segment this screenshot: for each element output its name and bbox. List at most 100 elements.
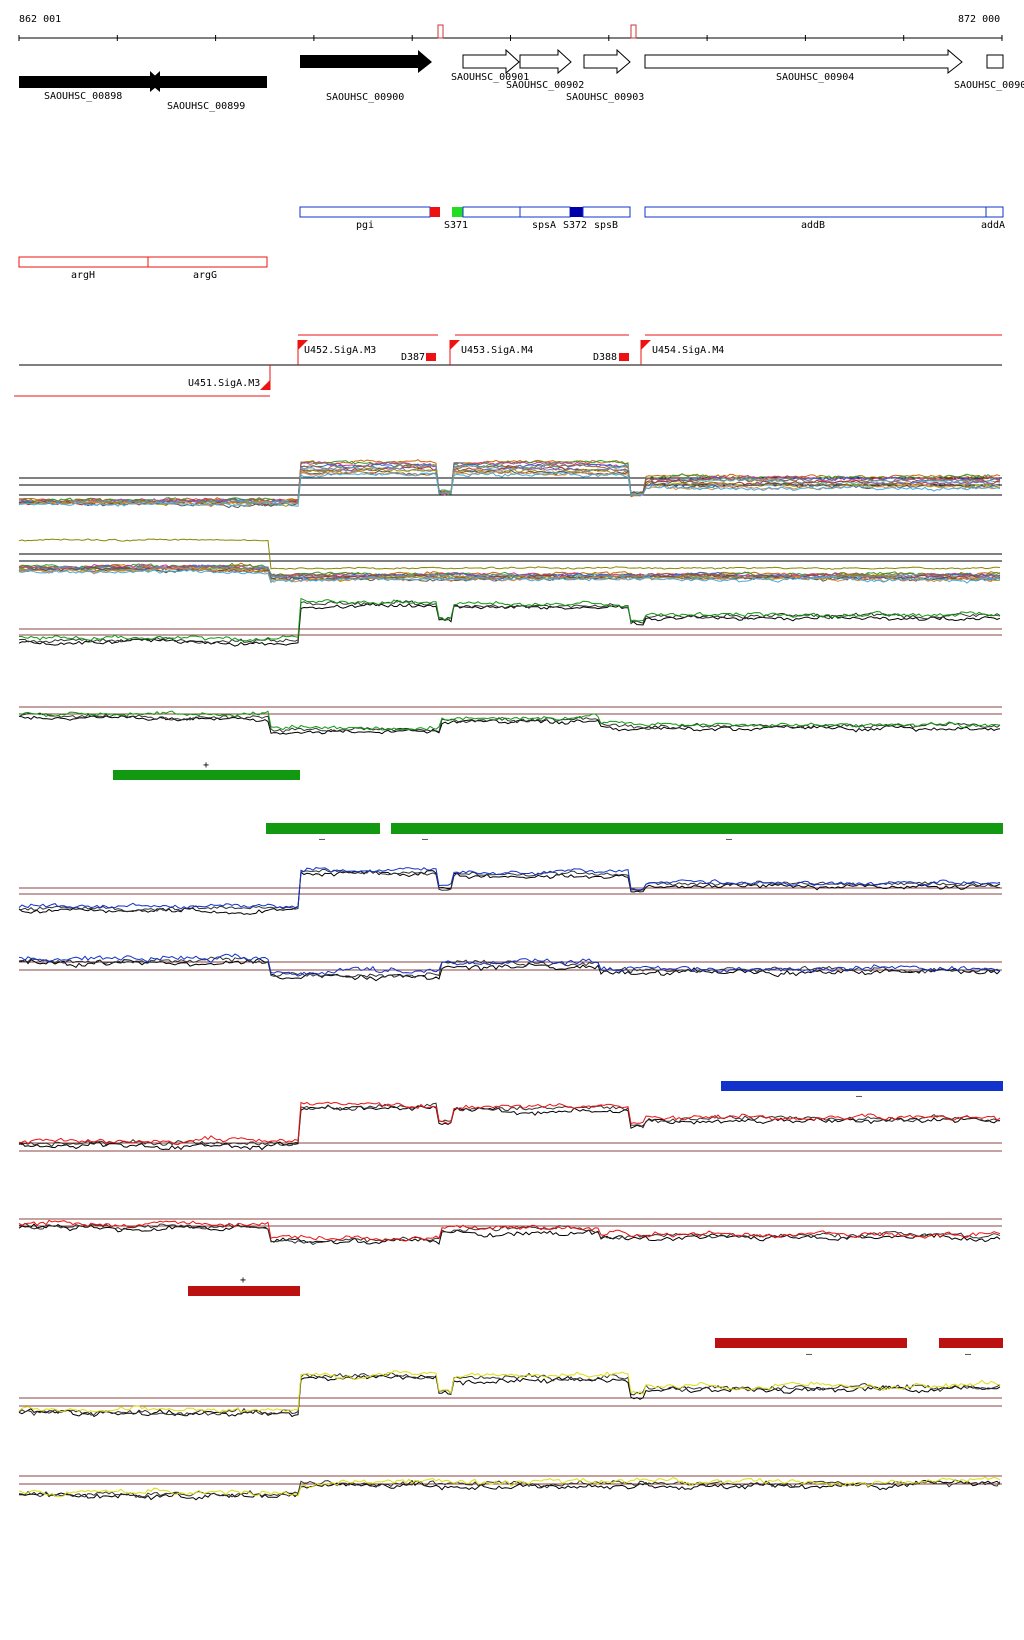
promoter-label: U451.SigA.M3 (188, 378, 260, 389)
green-profile-minus (18, 706, 1002, 735)
terminator-block[interactable] (426, 353, 436, 361)
profile-line (18, 1372, 1001, 1417)
annotation-track-red: argH argG (18, 256, 268, 281)
blue-segments: – (721, 1081, 1003, 1102)
gene-arrow[interactable] (462, 48, 520, 75)
ruler-marker (630, 24, 637, 39)
annotation-label: spsA (532, 220, 556, 231)
annotation-box[interactable] (18, 256, 149, 268)
annotation-track-blue: pgi S371 spsA S372 spsB addB addA (299, 206, 1005, 231)
red-segments: + – – (188, 1275, 1003, 1360)
annotation-box[interactable] (462, 206, 521, 218)
profile-lines (18, 538, 1001, 584)
profile-line (18, 1476, 1001, 1498)
gene-label: SAOUHSC_00898 (44, 91, 122, 102)
coord-start-label: 862 001 (19, 14, 61, 25)
segment-strand-label: – (726, 834, 733, 845)
promoter-flag[interactable] (641, 340, 651, 350)
gene-arrow[interactable] (519, 48, 572, 75)
segment-bar[interactable] (113, 770, 300, 780)
profile-line (18, 957, 1001, 982)
profile-line (18, 1223, 1001, 1245)
profile-line (18, 599, 1001, 645)
profile-line (18, 1102, 1001, 1147)
profile-line (18, 472, 1001, 507)
promoter-flag[interactable] (298, 340, 308, 350)
annotation-box[interactable] (299, 206, 431, 218)
profile-line (18, 566, 1001, 583)
gene-arrow[interactable] (19, 71, 162, 92)
profile-line (18, 1479, 1001, 1501)
promoter-flag[interactable] (260, 380, 270, 390)
annotation-label: addB (801, 220, 825, 231)
coord-end-label: 872 000 (958, 14, 1000, 25)
segment-strand-label: + (203, 760, 209, 771)
gene-label: SAOUHSC_00902 (506, 80, 584, 91)
segment-bar[interactable] (391, 823, 1003, 834)
annotation-box[interactable] (985, 206, 1004, 218)
profile-line (19, 597, 1001, 642)
segment-strand-label: – (319, 834, 326, 845)
segment-bar[interactable] (715, 1338, 907, 1348)
promoter-label: U454.SigA.M4 (652, 345, 724, 356)
multi-condition-profile-minus (18, 538, 1002, 584)
annotation-label: addA (981, 220, 1005, 231)
terminator-block[interactable] (619, 353, 629, 361)
promoter-label: U452.SigA.M3 (304, 345, 376, 356)
annotation-box[interactable] (147, 256, 268, 268)
gene-arrow[interactable] (986, 54, 1004, 69)
multi-condition-profile-plus (18, 459, 1002, 509)
profile-line (18, 566, 1001, 582)
blue-profile-plus (18, 867, 1002, 915)
gene-arrow[interactable] (644, 48, 963, 75)
annotation-box[interactable] (519, 206, 571, 218)
profile-line (18, 602, 1001, 647)
gene-label: SAOUHSC_00900 (326, 92, 404, 103)
segment-bar[interactable] (188, 1286, 300, 1296)
coordinate-ruler: 862 001 872 000 (18, 14, 1003, 41)
yellow-profile-plus (18, 1370, 1002, 1418)
gene-label: SAOUHSC_00899 (167, 101, 245, 112)
annotation-block[interactable] (570, 207, 583, 217)
segment-bar[interactable] (266, 823, 380, 834)
profile-line (18, 1219, 1001, 1242)
annotation-label: spsB (594, 220, 618, 231)
segment-bar[interactable] (721, 1081, 1003, 1091)
annotation-label: S372 (563, 220, 587, 231)
profile-line (18, 1374, 1001, 1418)
gene-label: SAOUHSC_00903 (566, 92, 644, 103)
gene-arrow[interactable] (300, 50, 432, 73)
segment-strand-label: – (806, 1349, 813, 1360)
profile-line (18, 1104, 1001, 1151)
profile-line (18, 870, 1001, 915)
profile-line (18, 956, 1001, 979)
ruler-marker (437, 24, 444, 39)
profile-line (18, 953, 1001, 977)
red-profile-plus (18, 1101, 1002, 1152)
gene-arrow[interactable] (583, 48, 631, 75)
annotation-label: pgi (356, 220, 374, 231)
profile-line (18, 867, 1001, 910)
annotation-label: S371 (444, 220, 468, 231)
profile-line (18, 1222, 1001, 1246)
green-profile-plus (18, 597, 1002, 647)
gene-arrow[interactable] (148, 71, 267, 92)
profile-line (18, 465, 1001, 506)
annotation-box[interactable] (582, 206, 631, 218)
annotation-block[interactable] (430, 207, 440, 217)
profile-line (18, 538, 1001, 570)
segment-bar[interactable] (939, 1338, 1003, 1348)
profile-line (18, 568, 1001, 584)
gene-label: SAOUHSC_0090 (954, 80, 1024, 91)
ruler-ticks (18, 35, 1003, 41)
gene-track: SAOUHSC_00898 SAOUHSC_00899 SAOUHSC_0090… (19, 48, 1024, 112)
annotation-label: argG (193, 270, 217, 281)
promoter-label: U453.SigA.M4 (461, 345, 533, 356)
red-profile-minus (18, 1218, 1002, 1246)
profile-line (18, 1370, 1001, 1413)
promoter-flag[interactable] (450, 340, 460, 350)
blue-profile-minus (18, 953, 1002, 982)
annotation-box[interactable] (644, 206, 987, 218)
annotation-block[interactable] (452, 207, 463, 217)
